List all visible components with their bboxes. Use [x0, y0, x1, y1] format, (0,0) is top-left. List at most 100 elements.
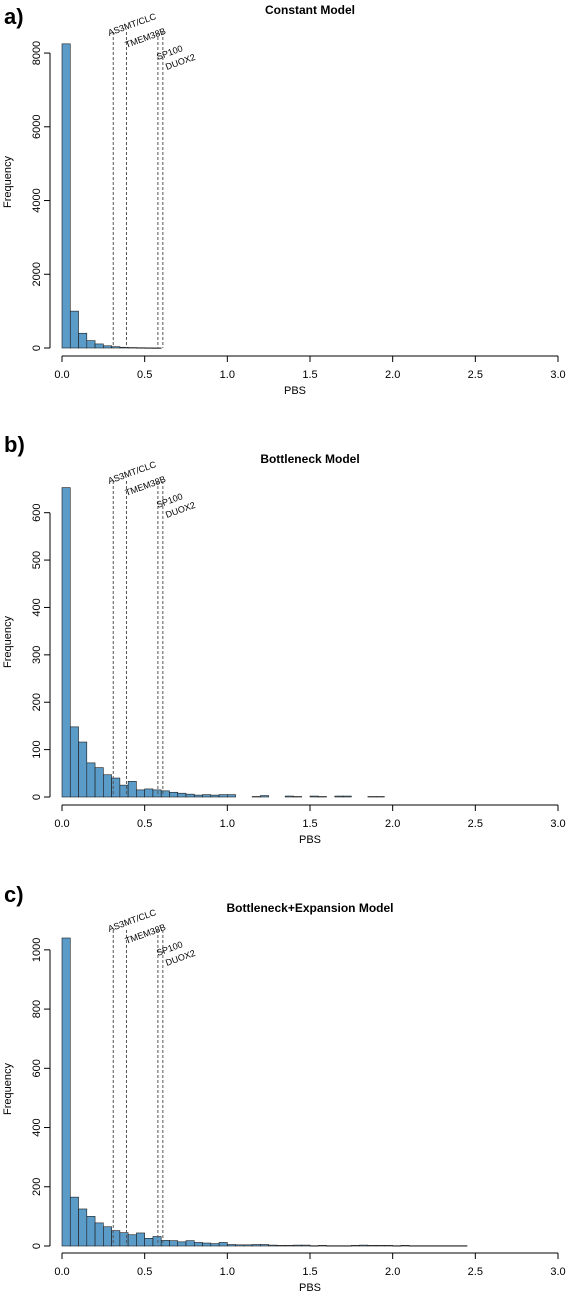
x-axis-title: PBS [299, 1282, 321, 1294]
x-tick-label: 0.5 [137, 1266, 152, 1278]
panel-letter: c) [4, 882, 24, 907]
histogram-bar [193, 1242, 203, 1247]
histogram-bar [351, 1245, 360, 1247]
histogram-bar [251, 796, 261, 798]
x-tick-label: 1.5 [302, 818, 317, 830]
y-tick-label: 1000 [31, 938, 43, 962]
histogram-bar [185, 1240, 195, 1247]
panel-letter: a) [4, 4, 24, 29]
histogram-bar [127, 781, 137, 798]
y-tick-label: 2000 [31, 262, 43, 286]
x-tick-label: 2.0 [385, 369, 400, 381]
x-tick-label: 2.5 [468, 369, 483, 381]
histogram-bar [94, 1222, 104, 1247]
x-tick-label: 3.0 [550, 1266, 565, 1278]
histogram-bar [127, 1234, 137, 1247]
x-tick-label: 1.5 [302, 1266, 317, 1278]
y-tick-label: 200 [31, 693, 43, 711]
y-tick-label: 300 [31, 646, 43, 664]
histogram-bar [136, 347, 145, 349]
histogram-bar [69, 1196, 79, 1247]
histogram-bar [227, 794, 236, 798]
histogram-bar [61, 937, 71, 1247]
histogram-bar [317, 1245, 327, 1247]
histogram-bar [202, 794, 212, 798]
histogram-bar [177, 792, 187, 798]
histogram-bar [301, 1244, 311, 1247]
histogram-bar [193, 794, 203, 798]
histogram-bar [61, 487, 71, 798]
x-tick-label: 0.0 [54, 369, 69, 381]
histogram-bar [144, 788, 154, 798]
histogram-bar [293, 1244, 303, 1247]
histogram-bar [392, 1245, 402, 1247]
histogram-bar [317, 796, 327, 798]
histogram-bar [342, 795, 352, 798]
histogram-bar [152, 789, 162, 798]
histogram-bar [400, 1245, 410, 1247]
x-tick-label: 1.5 [302, 369, 317, 381]
x-tick-label: 3.0 [550, 818, 565, 830]
histogram-bar [119, 1232, 129, 1247]
y-tick-label: 0 [31, 794, 43, 800]
y-tick-label: 0 [31, 345, 43, 351]
y-tick-label: 8000 [31, 41, 43, 65]
histogram-bar [94, 343, 104, 349]
histogram-bar [367, 796, 377, 798]
y-tick-label: 100 [31, 740, 43, 758]
histogram-bar [210, 1243, 220, 1247]
histogram-bar [433, 1245, 443, 1247]
histogram-bar [78, 741, 88, 798]
histogram-bar [326, 1245, 336, 1247]
histogram-bar [169, 1240, 179, 1247]
x-tick-label: 0.5 [137, 369, 152, 381]
histogram-bar [78, 332, 88, 349]
histogram-bar [408, 1245, 418, 1247]
histogram-bar [284, 1245, 294, 1247]
histogram-bar [309, 795, 319, 798]
y-tick-label: 0 [31, 1243, 43, 1249]
chart-title: Bottleneck+Expansion Model [226, 901, 393, 915]
histogram-bar [425, 1245, 435, 1247]
histogram-bar [417, 1245, 427, 1247]
chart-title: Bottleneck Model [260, 452, 359, 466]
histogram-bar [86, 762, 96, 798]
x-tick-label: 2.5 [468, 818, 483, 830]
histogram-bar [136, 1232, 145, 1247]
panel-constant-model: a) Constant Model PBS Frequency 0.0 0.5 1.… [2, 3, 566, 397]
histogram-bar [103, 1226, 112, 1247]
histogram-bar [441, 1245, 451, 1247]
x-axis-title: PBS [299, 834, 321, 846]
y-axis-title: Frequency [2, 1063, 14, 1115]
histogram-bar [450, 1245, 460, 1247]
histogram-bar [342, 1245, 352, 1247]
y-axis-title: Frequency [2, 616, 14, 668]
y-axis-title: Frequency [2, 156, 14, 208]
histogram-bar [359, 1244, 369, 1247]
x-tick-label: 2.0 [385, 818, 400, 830]
histogram-bar [260, 795, 269, 798]
y-tick-label: 400 [31, 1118, 43, 1136]
y-tick-label: 4000 [31, 188, 43, 212]
histogram-bar [185, 793, 195, 798]
panel-bottleneck-model: b) Bottleneck Model PBS Frequency 0.0 0.5… [2, 432, 566, 846]
histogram-bar [284, 795, 294, 798]
x-tick-label: 1.0 [220, 1266, 235, 1278]
histogram-bar [94, 767, 104, 798]
histogram-bar [86, 1216, 96, 1247]
y-tick-label: 800 [31, 1000, 43, 1018]
histogram-bar [334, 795, 344, 798]
x-tick-label: 0.5 [137, 818, 152, 830]
histogram-bar [136, 789, 145, 798]
y-tick-label: 600 [31, 504, 43, 522]
panel-bottleneck-expansion-model: c) Bottleneck+Expansion Model PBS Freque… [2, 882, 566, 1294]
x-tick-label: 1.0 [220, 369, 235, 381]
histogram-bar [218, 1242, 228, 1247]
y-tick-label: 200 [31, 1178, 43, 1196]
histogram-bar [293, 796, 303, 798]
histogram-bar [103, 774, 112, 798]
histogram-bar [375, 796, 385, 798]
histogram-bar [384, 1245, 393, 1247]
histogram-bar [458, 1245, 468, 1247]
histogram-bar [202, 1242, 212, 1247]
